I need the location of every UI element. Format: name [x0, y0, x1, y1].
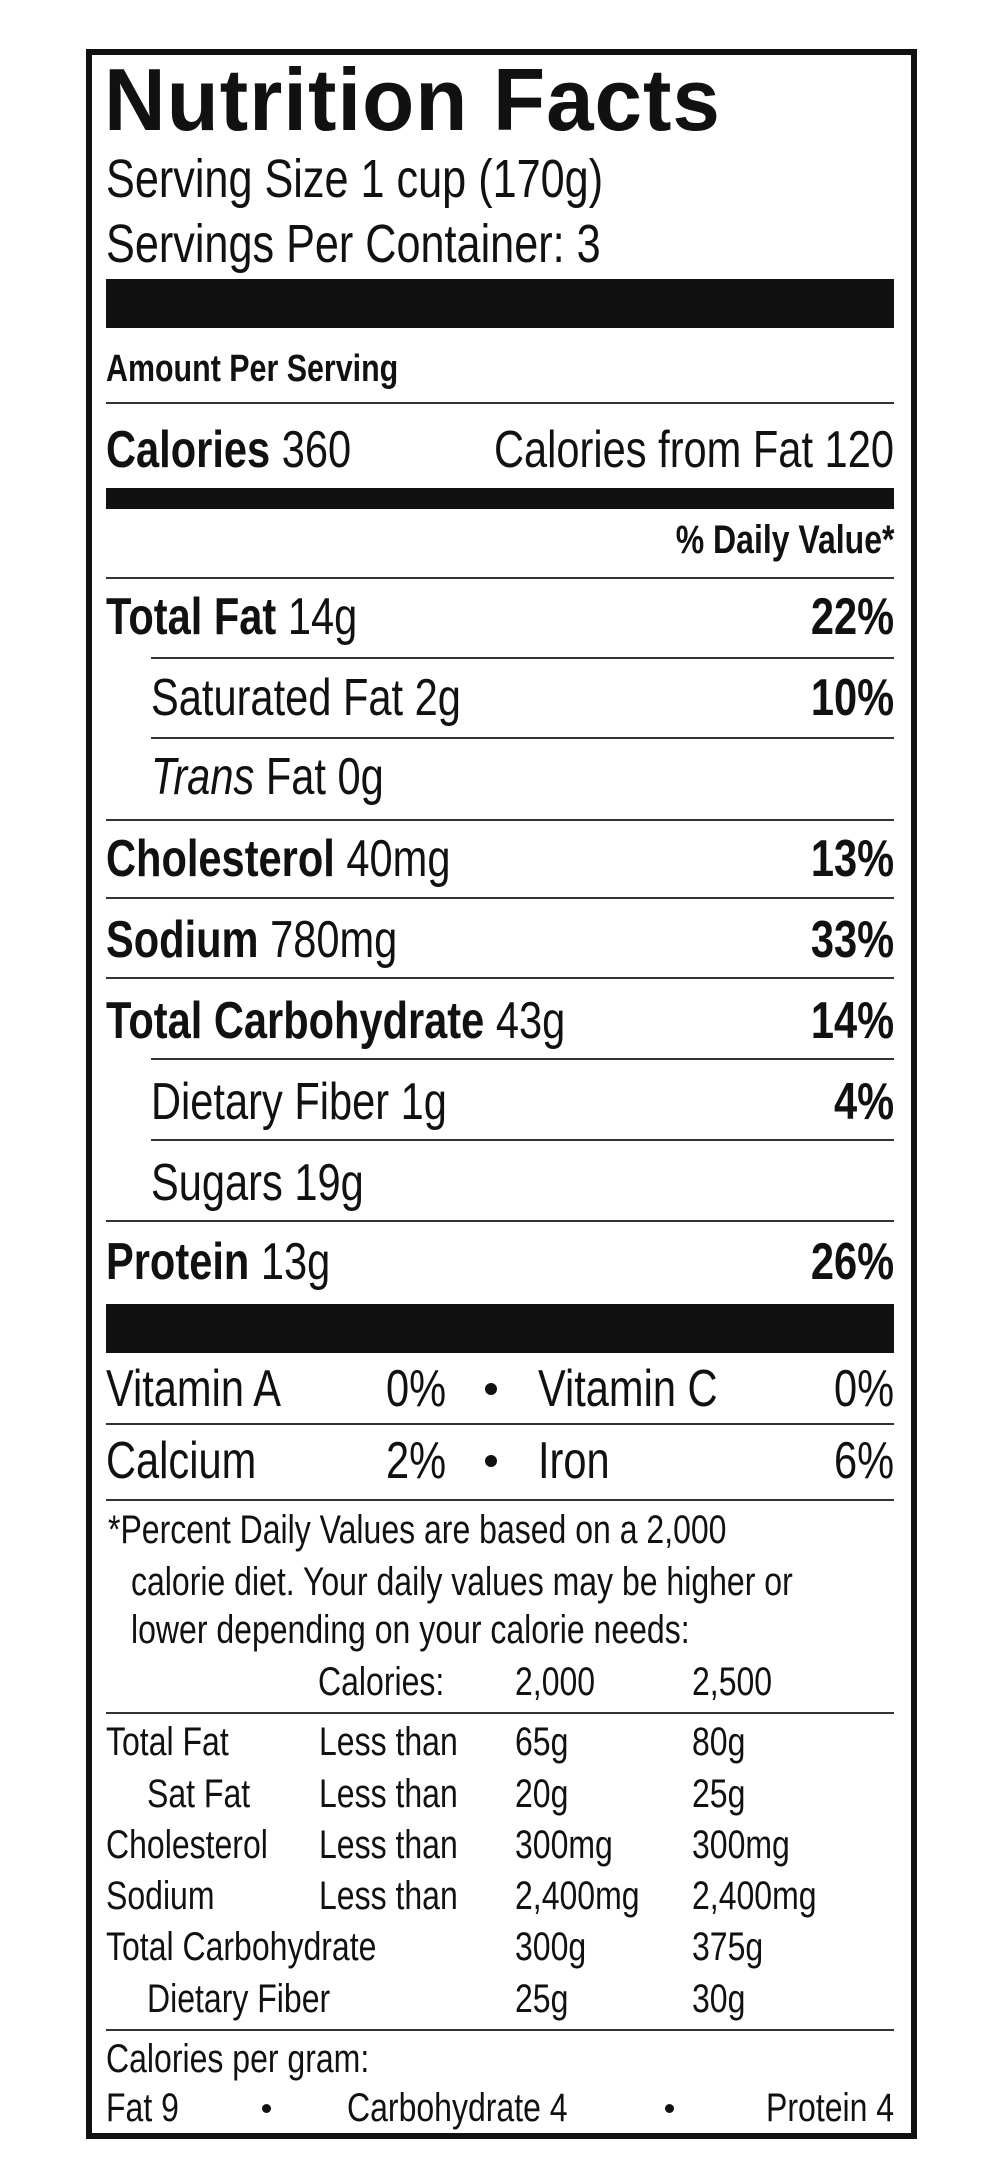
bullet-icon	[262, 2104, 271, 2113]
dv-table-cell-dv-2000: 300mg	[515, 1823, 613, 1867]
divider	[151, 737, 894, 739]
label-title: Nutrition Facts	[104, 50, 721, 149]
divider	[106, 1712, 894, 1714]
dv-table-cell-dv-2500: 375g	[692, 1925, 764, 1969]
dv-table-cell-dv-2000: 65g	[515, 1720, 569, 1764]
bullet-icon	[665, 2104, 674, 2113]
footnote-line: *Percent Daily Values are based on a 2,0…	[108, 1508, 727, 1552]
dv-table-cell-dv-2500: 300mg	[692, 1823, 790, 1867]
dv-table-cell-nutrient: Total Fat	[106, 1720, 229, 1764]
dv-table-cell-nutrient: Sat Fat	[147, 1772, 251, 1816]
nutrient-saturated-fat: Saturated Fat 2g	[151, 669, 461, 727]
divider	[106, 897, 894, 899]
dv-table-header-calories: Calories:	[318, 1660, 445, 1704]
dv-table-cell-dv-2000: 20g	[515, 1772, 569, 1816]
dv-table-cell-nutrient: Cholesterol	[106, 1823, 268, 1867]
amount-per-serving: Amount Per Serving	[106, 348, 399, 390]
dv-table-cell-comparison: Less than	[319, 1874, 458, 1918]
thick-divider	[106, 1304, 894, 1353]
dv-table-cell-dv-2000: 25g	[515, 1977, 569, 2021]
nutrient-sugars: Sugars 19g	[151, 1154, 364, 1212]
dv-total-fat: 22%	[810, 588, 894, 646]
bullet-icon	[485, 1383, 497, 1395]
dv-table-cell-comparison: Less than	[319, 1720, 458, 1764]
nutrient-sodium: Sodium 780mg	[106, 911, 398, 969]
nutrient-dietary-fiber: Dietary Fiber 1g	[151, 1073, 447, 1131]
calcium-dv: 2%	[385, 1432, 446, 1490]
daily-value-header: % Daily Value*	[675, 518, 894, 562]
dv-table-cell-comparison: Less than	[319, 1772, 458, 1816]
dv-table-cell-dv-2500: 80g	[692, 1720, 746, 1764]
dv-table-header-2500: 2,500	[692, 1660, 773, 1704]
protein-per-gram: Protein 4	[765, 2086, 894, 2130]
nutrient-total-fat: Total Fat 14g	[106, 588, 358, 646]
nutrient-trans-fat: Trans Fat 0g	[151, 748, 384, 806]
dv-table-cell-dv-2000: 2,400mg	[515, 1874, 640, 1918]
medium-divider	[106, 488, 894, 509]
servings-per-container: Servings Per Container: 3	[106, 214, 601, 274]
dv-table-cell-nutrient: Total Carbohydrate	[106, 1925, 377, 1969]
vitamin-c-label: Vitamin C	[538, 1360, 718, 1418]
divider	[106, 2029, 894, 2031]
dv-saturated-fat: 10%	[810, 669, 894, 727]
divider	[106, 577, 894, 579]
dv-table-cell-nutrient: Sodium	[106, 1874, 215, 1918]
dv-table-cell-nutrient: Dietary Fiber	[147, 1977, 331, 2021]
vitamin-c-dv: 0%	[833, 1360, 894, 1418]
iron-dv: 6%	[833, 1432, 894, 1490]
dv-table-cell-dv-2500: 25g	[692, 1772, 746, 1816]
dv-cholesterol: 13%	[810, 830, 894, 888]
carb-per-gram: Carbohydrate 4	[347, 2086, 568, 2130]
calories-per-gram-label: Calories per gram:	[106, 2037, 370, 2081]
nutrient-cholesterol: Cholesterol 40mg	[106, 830, 451, 888]
dv-table-header-2000: 2,000	[515, 1660, 596, 1704]
fat-per-gram: Fat 9	[106, 2086, 179, 2130]
bullet-icon	[485, 1455, 497, 1467]
footnote-line: lower depending on your calorie needs:	[131, 1608, 690, 1652]
footnote-line: calorie diet. Your daily values may be h…	[131, 1560, 793, 1604]
dv-dietary-fiber: 4%	[833, 1073, 894, 1131]
dv-protein: 26%	[810, 1233, 894, 1291]
divider	[151, 1058, 894, 1060]
dv-table-cell-dv-2000: 300g	[515, 1925, 587, 1969]
calories-from-fat: Calories from Fat 120	[494, 421, 894, 479]
dv-table-cell-comparison: Less than	[319, 1823, 458, 1867]
vitamin-a-dv: 0%	[385, 1360, 446, 1418]
dv-total-carbohydrate: 14%	[810, 992, 894, 1050]
dv-sodium: 33%	[810, 911, 894, 969]
nutrient-protein: Protein 13g	[106, 1233, 331, 1291]
calories: Calories 360	[106, 421, 352, 479]
nutrient-total-carbohydrate: Total Carbohydrate 43g	[106, 992, 566, 1050]
divider	[106, 402, 894, 404]
vitamin-a-label: Vitamin A	[106, 1360, 281, 1418]
thick-divider	[106, 279, 894, 328]
divider	[151, 657, 894, 659]
divider	[106, 1220, 894, 1222]
serving-size: Serving Size 1 cup (170g)	[106, 149, 604, 209]
label-border	[86, 49, 917, 2139]
divider	[106, 1499, 894, 1501]
dv-table-cell-dv-2500: 30g	[692, 1977, 746, 2021]
dv-table-cell-dv-2500: 2,400mg	[692, 1874, 817, 1918]
divider	[106, 1423, 894, 1425]
divider	[151, 1139, 894, 1141]
divider	[106, 819, 894, 821]
iron-label: Iron	[538, 1432, 610, 1490]
calcium-label: Calcium	[106, 1432, 257, 1490]
divider	[106, 977, 894, 979]
